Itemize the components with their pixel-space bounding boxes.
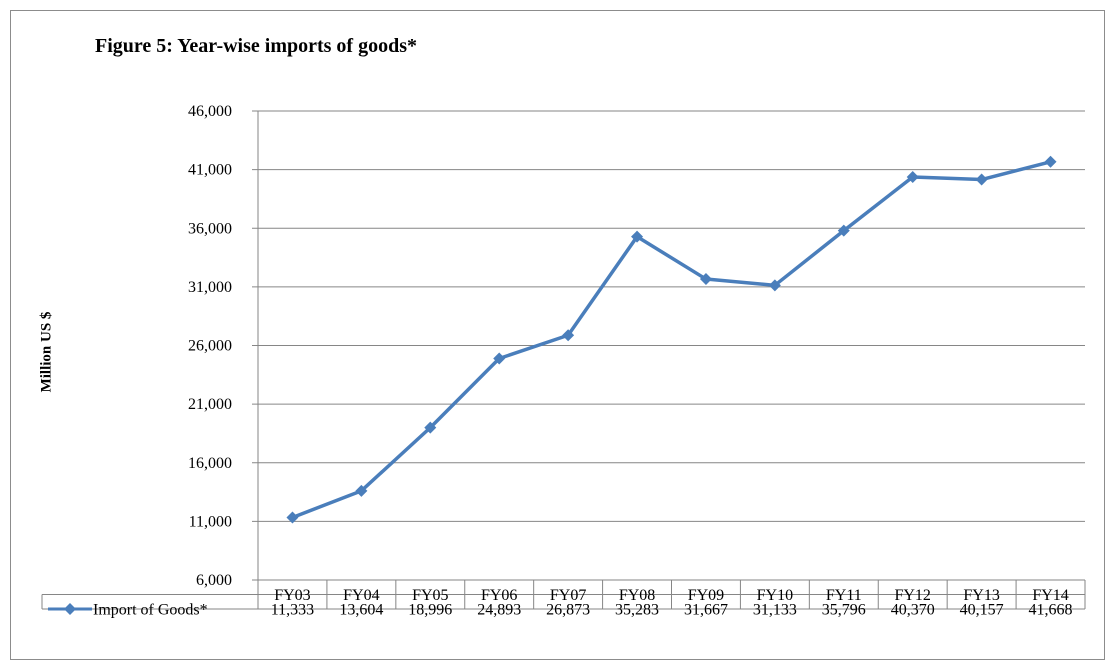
data-table-value: 40,157: [960, 602, 1004, 619]
data-point-marker: [493, 352, 506, 365]
data-table-value: 35,283: [615, 602, 659, 619]
data-point-marker: [562, 329, 575, 342]
data-table-value: 31,133: [753, 602, 797, 619]
data-point-marker: [1044, 155, 1057, 168]
data-point-marker: [975, 173, 988, 186]
y-tick-label: 36,000: [188, 220, 232, 237]
data-table-value: 13,604: [339, 602, 383, 619]
data-point-marker: [286, 511, 299, 524]
x-tick-label: FY06: [481, 587, 517, 604]
data-point-marker: [355, 484, 368, 497]
x-tick-label: FY10: [757, 587, 793, 604]
data-table-value: 24,893: [477, 602, 521, 619]
x-tick-label: FY07: [550, 587, 586, 604]
y-tick-label: 26,000: [188, 338, 232, 355]
x-tick-label: FY05: [412, 587, 448, 604]
data-table-value: 35,796: [822, 602, 866, 619]
y-tick-label: 16,000: [188, 455, 232, 472]
legend-swatch-marker: [64, 603, 76, 615]
data-table-value: 11,333: [271, 602, 314, 619]
series: [286, 155, 1057, 524]
data-table-value: 26,873: [546, 602, 590, 619]
series-line: [291, 160, 1051, 520]
data-point-marker: [631, 230, 644, 243]
data-table-value: 18,996: [408, 602, 452, 619]
chart-title: Figure 5: Year-wise imports of goods*: [95, 35, 417, 57]
x-tick-label: FY12: [894, 587, 930, 604]
data-point-marker: [424, 421, 437, 434]
x-tick-label: FY09: [688, 587, 724, 604]
data-point-marker: [837, 224, 850, 237]
y-tick-label: 41,000: [188, 162, 232, 179]
y-tick-label: 31,000: [188, 279, 232, 296]
data-table-value: 41,668: [1029, 602, 1073, 619]
data-table-value: 31,667: [684, 602, 728, 619]
y-tick-labels: 6,000 11,000 16,000 21,000 26,000 31,000 36,00…: [188, 103, 232, 589]
legend-label: Import of Goods*: [93, 602, 208, 619]
x-tick-label: FY04: [343, 587, 379, 604]
data-point-marker: [699, 273, 712, 286]
y-tick-label: 46,000: [188, 103, 232, 120]
x-tick-label: FY03: [274, 587, 310, 604]
data-point-marker: [906, 171, 919, 184]
y-tick-label: 11,000: [189, 513, 232, 530]
data-point-marker: [768, 279, 781, 292]
x-tick-label: FY08: [619, 587, 655, 604]
data-table-value: 40,370: [891, 602, 935, 619]
y-tick-label: 21,000: [188, 396, 232, 413]
y-tick-label: 6,000: [196, 572, 232, 589]
x-tick-label: FY13: [963, 587, 999, 604]
x-tick-label: FY14: [1032, 587, 1068, 604]
x-tick-label: FY11: [826, 587, 862, 604]
gridlines: [258, 110, 1085, 522]
chart-plot: 6,000 11,000 16,000 21,000 26,000 31,000 36,00…: [41, 103, 1086, 619]
